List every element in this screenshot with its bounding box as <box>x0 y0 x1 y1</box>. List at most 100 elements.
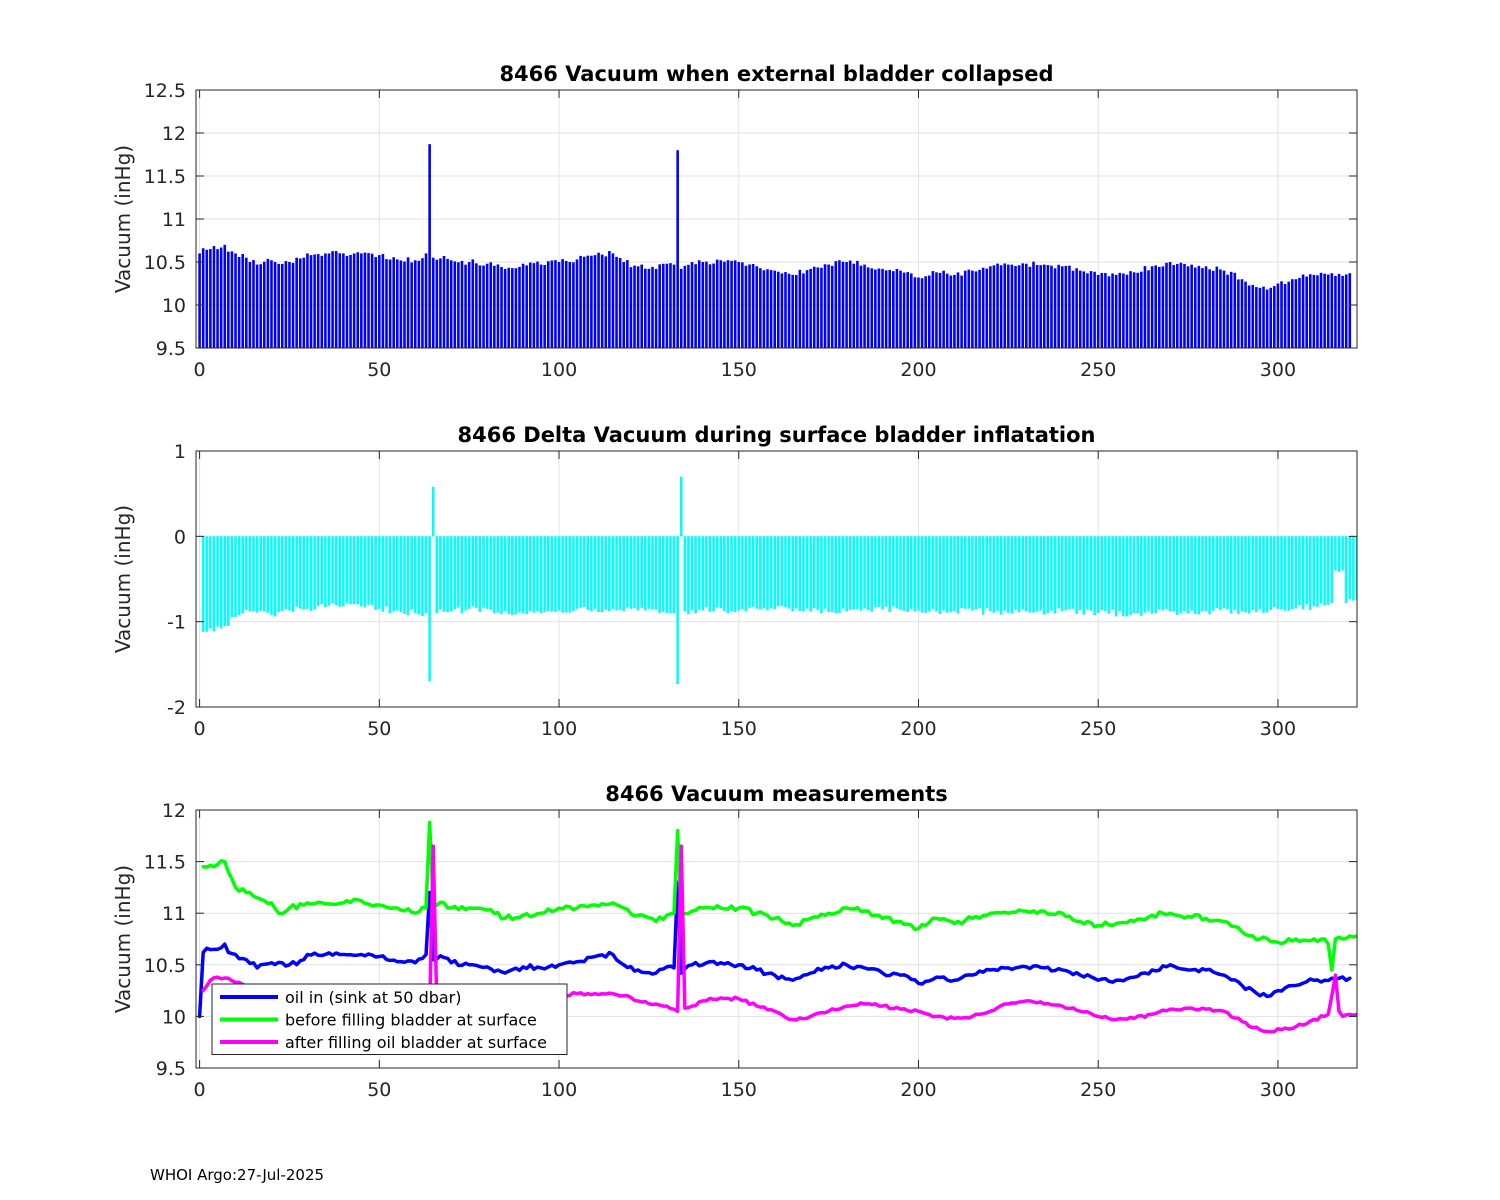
bar <box>766 536 769 611</box>
bar <box>514 536 518 615</box>
bar <box>496 264 500 348</box>
bar <box>802 273 805 348</box>
bar <box>712 263 715 348</box>
x-tick-label: 250 <box>1080 718 1116 740</box>
plot-area <box>196 451 1357 707</box>
bar <box>1114 274 1118 348</box>
bar <box>1294 536 1298 609</box>
bar <box>927 275 931 348</box>
bar <box>1172 536 1175 612</box>
x-tick-label: 200 <box>900 359 936 381</box>
bar <box>812 266 816 348</box>
bar <box>1312 536 1316 607</box>
bar <box>1326 274 1330 348</box>
bar <box>1233 536 1237 610</box>
bar <box>949 275 953 348</box>
bar <box>1093 271 1096 348</box>
bar <box>931 536 935 609</box>
bar <box>647 268 651 348</box>
bar <box>413 260 417 348</box>
bar <box>428 536 431 682</box>
bar <box>1122 536 1125 617</box>
bar <box>644 268 647 348</box>
series-line-2 <box>201 820 1357 972</box>
y-axis-label: Vacuum (inHg) <box>111 145 135 293</box>
bar <box>978 269 981 348</box>
bar <box>640 536 644 608</box>
bar <box>985 268 989 348</box>
bar <box>1193 267 1197 348</box>
bar <box>967 536 971 609</box>
series-line-1 <box>197 880 1352 1019</box>
bar <box>521 536 525 614</box>
bar <box>870 268 874 348</box>
bar <box>705 261 708 348</box>
bar <box>1334 536 1337 571</box>
y-tick-label: 10.5 <box>144 252 186 274</box>
bar <box>715 536 719 608</box>
bar <box>503 536 507 612</box>
bar <box>446 536 449 613</box>
x-tick-label: 250 <box>1080 1079 1116 1101</box>
bar <box>431 257 435 348</box>
y-tick-label: 9.5 <box>156 338 186 360</box>
bar <box>1319 536 1323 604</box>
bar <box>920 278 924 348</box>
bar <box>1348 536 1352 600</box>
bar <box>866 536 870 611</box>
bar <box>1165 262 1168 348</box>
bar <box>554 260 557 348</box>
bar <box>1057 264 1060 348</box>
bar <box>665 536 669 614</box>
bar <box>1287 536 1290 611</box>
chart-title: 8466 Vacuum measurements <box>605 782 948 806</box>
bar <box>550 536 554 612</box>
bar <box>1046 536 1050 613</box>
bar <box>564 536 568 613</box>
bar <box>1276 283 1280 348</box>
bar <box>1273 536 1276 608</box>
bar <box>694 264 697 348</box>
bar <box>888 536 892 612</box>
bar <box>331 536 334 604</box>
bar <box>561 536 564 613</box>
bar <box>1096 536 1100 614</box>
bar <box>766 269 769 348</box>
bar <box>1060 536 1064 612</box>
axes-frame <box>195 450 1358 708</box>
bar <box>597 252 600 348</box>
bar <box>1078 536 1082 611</box>
bar <box>482 536 485 608</box>
bar <box>1305 276 1308 348</box>
bar <box>338 536 342 607</box>
bar <box>676 150 679 348</box>
bar <box>205 536 209 632</box>
bar <box>557 262 561 348</box>
bar <box>1323 273 1326 348</box>
bar <box>654 268 658 348</box>
bar <box>1323 536 1326 606</box>
y-tick-label: 10.5 <box>144 955 186 977</box>
bar <box>298 536 302 609</box>
bar <box>500 266 503 348</box>
bar <box>363 252 367 348</box>
bar <box>288 536 291 611</box>
bar <box>1341 275 1344 348</box>
bar <box>1089 536 1093 611</box>
bar <box>773 270 776 348</box>
bar <box>417 536 421 615</box>
bar <box>1035 264 1039 348</box>
bar <box>927 536 931 612</box>
bar <box>536 261 539 348</box>
bar <box>953 536 956 612</box>
y-tick-label: 1 <box>174 441 186 463</box>
bar <box>1053 268 1057 348</box>
bar <box>759 536 762 610</box>
bar <box>687 536 690 615</box>
bar <box>848 260 852 348</box>
bar <box>1147 536 1150 612</box>
bar <box>399 536 403 613</box>
bar <box>805 536 809 609</box>
y-tick-label: 10 <box>162 295 186 317</box>
bar <box>255 264 259 348</box>
